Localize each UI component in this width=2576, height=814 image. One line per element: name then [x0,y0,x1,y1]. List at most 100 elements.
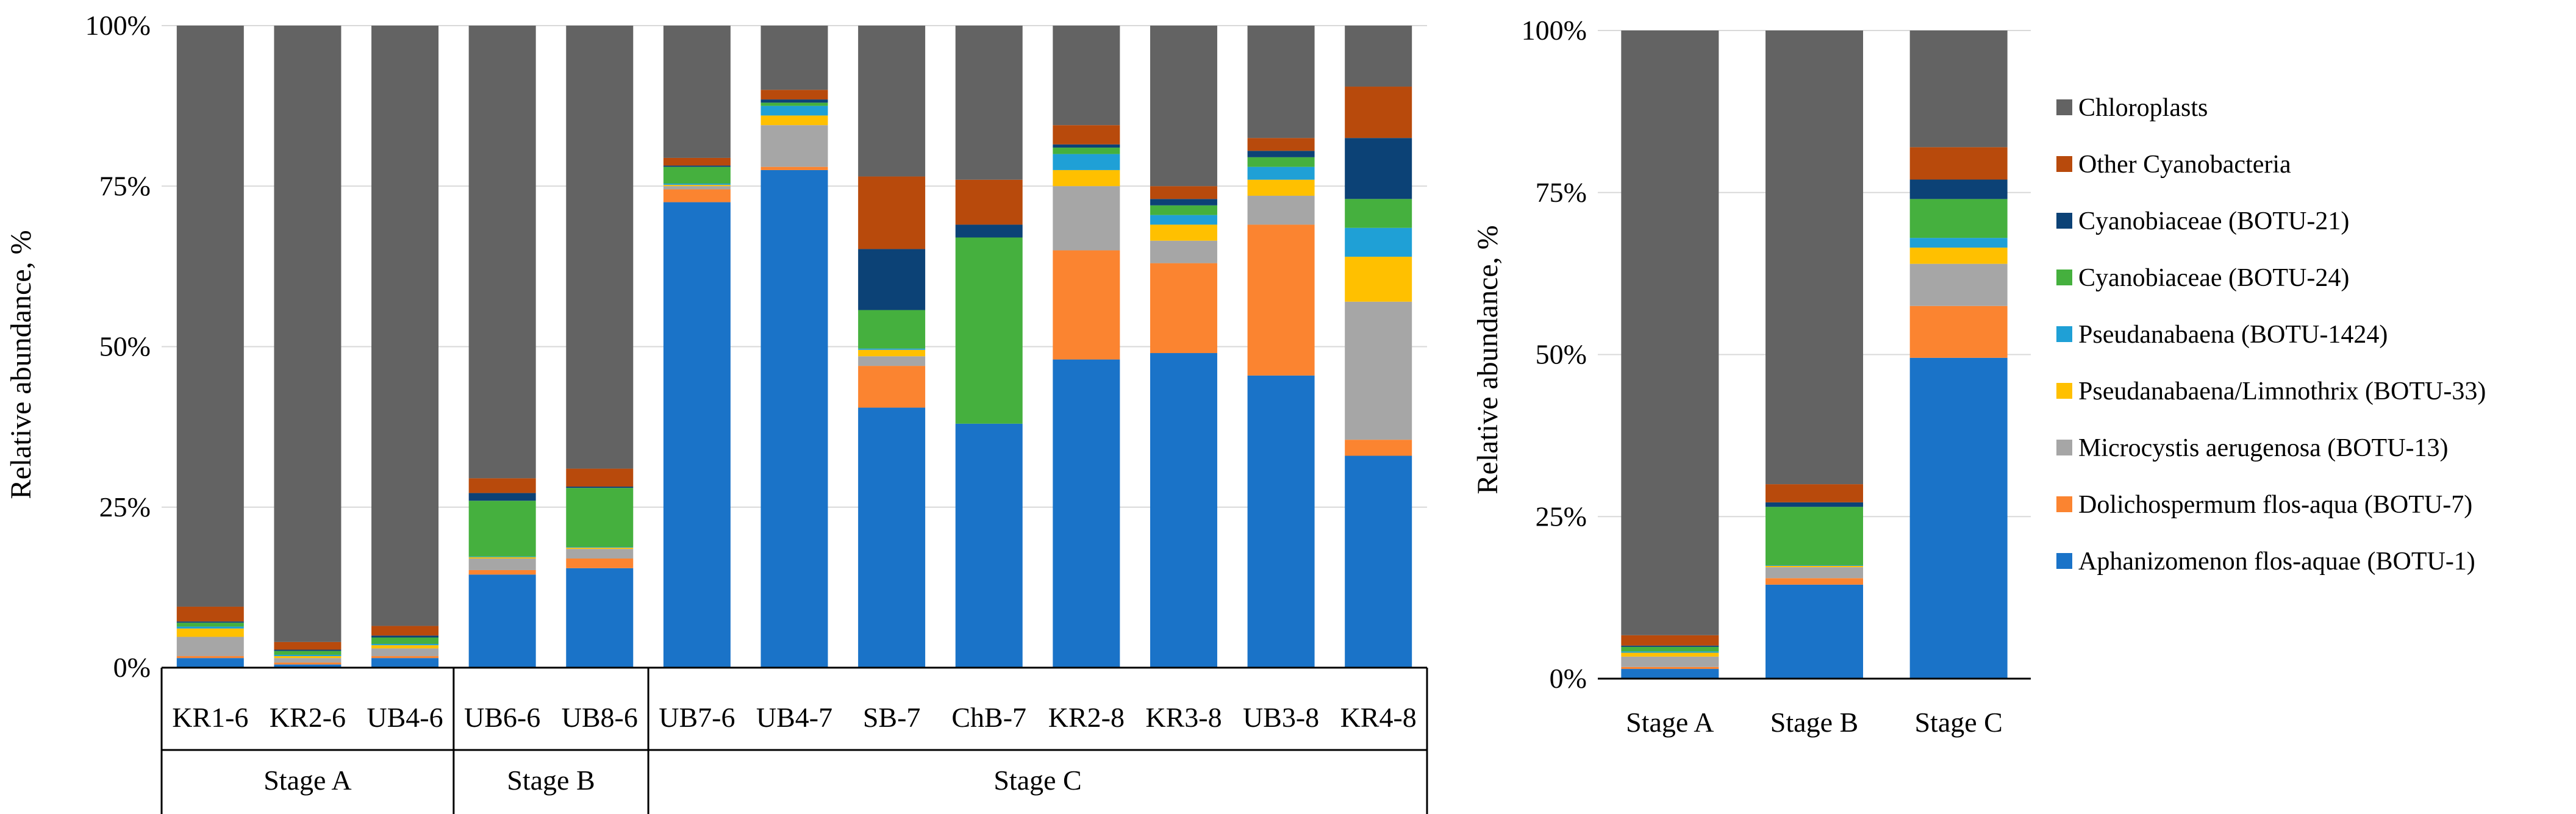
y-tick-label: 100% [1522,15,1587,46]
bar-segment [1766,565,1863,566]
bar-segment [1766,584,1863,679]
bar-segment [566,549,634,559]
legend-label: Dolichospermum flos-aqua (BOTU-7) [2078,491,2472,519]
bar-segment [955,224,1023,238]
bar-segment [858,349,926,357]
y-tick-label: 75% [1536,177,1587,208]
bar-segment [1345,87,1412,138]
bar-segment [858,407,926,668]
bar-segment [274,651,342,655]
legend-swatch [2056,213,2072,229]
legend-item: Other Cyanobacteria [2056,151,2291,179]
bar-segment [663,184,731,185]
legend-swatch [2056,270,2072,285]
legend-swatch [2056,496,2072,512]
bar-segment [760,26,828,90]
y-tick-label: 100% [85,10,151,41]
bar-segment [1621,656,1719,667]
y-tick-label: 0% [113,652,151,683]
group-label: Stage B [507,765,595,796]
legend-label: Microcystis aerugenosa (BOTU-13) [2078,434,2449,462]
bar-segment [176,606,244,622]
bar-segment [1345,301,1412,440]
bar-segment [371,26,439,626]
bar-segment [1150,240,1217,263]
category-label: Stage C [1914,707,2002,738]
bar-segment [566,468,634,487]
bar-segment [1909,179,2008,199]
bar-segment [760,105,828,116]
bar-segment [663,157,731,166]
bar-segment [176,26,244,607]
bar-segment [858,348,926,350]
category-label: SB-7 [863,702,921,733]
bar-segment [955,237,1023,424]
bar-segment [760,115,828,126]
category-label: UB7-6 [659,702,735,733]
bar-segment [858,249,926,310]
bar-segment [566,558,634,568]
left-y-axis-label: Relative abundance, % [5,230,37,499]
bar-segment [1150,205,1217,215]
bar-segment [468,569,536,575]
left-group-labels: Stage A Stage B Stage C [263,765,1082,796]
bar-segment [955,423,1023,668]
bar-segment [663,26,731,158]
bar-segment [371,626,439,636]
category-label: ChB-7 [951,702,1026,733]
bar-segment [274,26,342,642]
bar-segment [274,662,342,665]
bar-segment [1766,30,1863,485]
bar-segment [760,99,828,103]
bar-segment [371,635,439,638]
bar-segment [1909,199,2008,238]
bar-segment [1909,263,2008,306]
bar-segment [468,558,536,570]
bar-segment [371,637,439,644]
bar-segment [1621,666,1719,669]
bar-segment [1150,353,1217,668]
y-tick-label: 75% [99,170,151,201]
bar-segment [176,628,244,637]
bar-segment [176,621,244,623]
bar-segment [1909,238,2008,248]
category-label: UB3-8 [1243,702,1319,733]
bar-segment [1766,507,1863,565]
bar-segment [1909,147,2008,180]
bar-segment [274,664,342,668]
bar-segment [371,656,439,659]
bar-segment [1150,263,1217,354]
bar-segment [1766,578,1863,585]
legend-label: Pseudanabaena (BOTU-1424) [2078,321,2388,349]
legend-label: Cyanobiaceae (BOTU-24) [2078,264,2349,292]
bar-segment [176,656,244,659]
bar-segment [760,90,828,100]
bar-segment [1053,144,1120,148]
bar-segment [955,179,1023,225]
bar-segment [1345,199,1412,228]
bar-segment [858,356,926,366]
bar-segment [1150,199,1217,205]
y-tick-label: 25% [99,491,151,523]
legend-label: Pseudanabaena/Limnothrix (BOTU-33) [2078,377,2486,405]
bar-segment [1247,138,1315,151]
bar-segment [1621,30,1719,635]
bar-segment [858,366,926,408]
bar-segment [468,501,536,557]
bar-segment [1053,26,1120,126]
right-bars [1621,30,2008,679]
bar-segment [760,102,828,106]
left-x-axis [160,666,1428,814]
bar-segment [1053,359,1120,668]
bar-segment [468,478,536,493]
bar-segment [1621,651,1719,653]
category-label: KR1-6 [172,702,248,733]
y-tick-label: 0% [1550,663,1587,694]
bar-segment [663,186,731,190]
category-label: UB4-6 [367,702,443,733]
bar-segment [1247,196,1315,225]
left-category-labels: KR1-6 KR2-6 UB4-6 UB6-6 UB8-6 UB7-6 UB4-7 SB-7 C… [172,702,1417,733]
bar-segment [1053,186,1120,251]
bar-segment [274,641,342,650]
bar-segment [371,645,439,649]
